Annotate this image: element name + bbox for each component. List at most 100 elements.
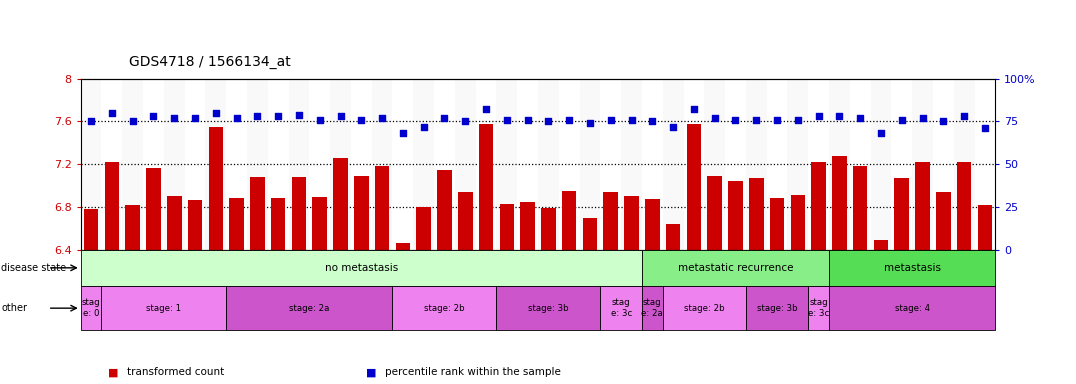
Point xyxy=(831,113,848,119)
Bar xyxy=(853,166,867,250)
Bar xyxy=(437,169,452,250)
Text: metastasis: metastasis xyxy=(883,263,940,273)
Bar xyxy=(371,79,393,250)
Text: stag
e: 0: stag e: 0 xyxy=(82,298,100,318)
Bar xyxy=(126,205,140,250)
Bar xyxy=(396,243,410,250)
Point xyxy=(270,113,287,119)
Bar xyxy=(769,199,784,250)
Point xyxy=(540,118,557,124)
Bar xyxy=(288,79,310,250)
Bar xyxy=(167,196,182,250)
Point xyxy=(415,124,433,130)
Bar xyxy=(416,207,431,250)
Bar xyxy=(146,169,160,250)
Bar xyxy=(683,79,705,250)
Bar xyxy=(891,79,912,250)
Bar xyxy=(393,79,413,250)
Point xyxy=(873,130,890,136)
Point xyxy=(623,117,640,123)
Bar xyxy=(870,79,891,250)
Bar xyxy=(600,79,621,250)
Text: stage: 2a: stage: 2a xyxy=(289,304,329,313)
Bar xyxy=(206,79,226,250)
Bar xyxy=(850,79,870,250)
Point xyxy=(249,113,266,119)
Text: stag
e: 2a: stag e: 2a xyxy=(641,298,663,318)
Point xyxy=(186,115,203,121)
Bar xyxy=(666,224,680,250)
Bar xyxy=(957,162,972,250)
Point xyxy=(561,117,578,123)
Bar xyxy=(351,79,371,250)
Bar xyxy=(791,195,805,250)
Point xyxy=(331,113,349,119)
Bar xyxy=(393,286,496,330)
Bar xyxy=(788,79,808,250)
Bar xyxy=(766,79,788,250)
Bar xyxy=(808,286,829,330)
Point xyxy=(727,117,745,123)
Bar xyxy=(728,181,742,250)
Point xyxy=(353,117,370,123)
Bar xyxy=(749,178,764,250)
Bar xyxy=(458,192,472,250)
Bar xyxy=(187,200,202,250)
Text: other: other xyxy=(1,303,27,313)
Bar xyxy=(916,162,930,250)
Text: stag
e: 3c: stag e: 3c xyxy=(808,298,830,318)
Bar xyxy=(81,286,101,330)
Point xyxy=(748,117,765,123)
Point xyxy=(103,110,121,116)
Text: stage: 3b: stage: 3b xyxy=(528,304,569,313)
Bar xyxy=(707,176,722,250)
Bar xyxy=(558,79,580,250)
Bar xyxy=(123,79,143,250)
Bar xyxy=(455,79,476,250)
Point xyxy=(581,120,598,126)
Bar xyxy=(499,204,514,250)
Point xyxy=(519,117,536,123)
Bar xyxy=(496,79,518,250)
Text: stage: 2b: stage: 2b xyxy=(684,304,724,313)
Point xyxy=(291,111,308,118)
Bar xyxy=(541,208,555,250)
Bar xyxy=(334,158,348,250)
Bar xyxy=(705,79,725,250)
Bar xyxy=(933,79,953,250)
Point xyxy=(478,106,495,113)
Text: stag
e: 3c: stag e: 3c xyxy=(610,298,632,318)
Bar xyxy=(829,79,850,250)
Text: stage: 2b: stage: 2b xyxy=(424,304,465,313)
Point xyxy=(166,115,183,121)
Bar xyxy=(600,286,642,330)
Bar xyxy=(413,79,434,250)
Point xyxy=(851,115,868,121)
Bar xyxy=(912,79,933,250)
Bar xyxy=(268,79,288,250)
Text: stage: 3b: stage: 3b xyxy=(756,304,797,313)
Bar xyxy=(226,286,393,330)
Bar xyxy=(104,162,119,250)
Bar xyxy=(829,286,995,330)
Point xyxy=(373,115,391,121)
Bar xyxy=(330,79,351,250)
Point xyxy=(935,118,952,124)
Bar xyxy=(434,79,455,250)
Point xyxy=(706,115,723,121)
Bar xyxy=(250,177,265,250)
Bar xyxy=(81,250,642,286)
Bar xyxy=(496,286,600,330)
Bar xyxy=(518,79,538,250)
Bar xyxy=(746,286,808,330)
Point xyxy=(976,125,993,131)
Bar xyxy=(975,79,995,250)
Bar xyxy=(101,286,226,330)
Bar xyxy=(476,79,496,250)
Bar xyxy=(310,79,330,250)
Bar xyxy=(832,156,847,250)
Bar xyxy=(521,202,535,250)
Bar xyxy=(312,197,327,250)
Bar xyxy=(978,205,992,250)
Text: GDS4718 / 1566134_at: GDS4718 / 1566134_at xyxy=(129,55,291,69)
